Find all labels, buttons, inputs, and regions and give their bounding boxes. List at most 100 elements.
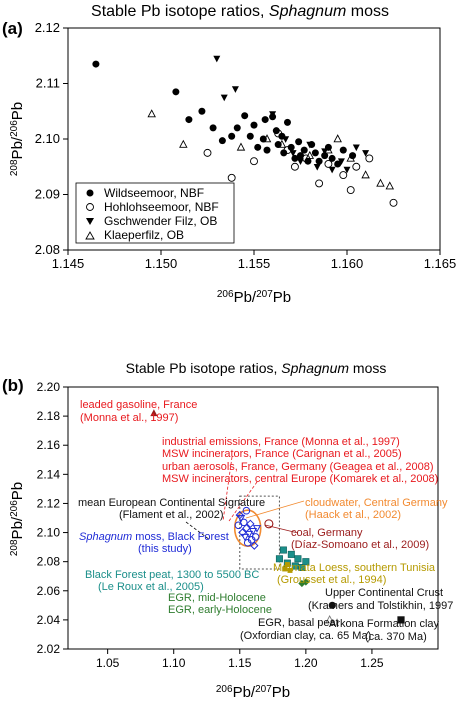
matmata-point-1 — [287, 567, 293, 573]
x-tick-label-4: 1.165 — [424, 256, 457, 271]
a-point-s1-10 — [346, 186, 355, 195]
a-point-s1-8 — [324, 160, 333, 168]
b-egr-early-holocene-marker — [302, 578, 310, 586]
x-tick-label-3: 1.20 — [294, 656, 318, 670]
panel-b-y-ticks: 2.02 2.04 2.06 2.08 2.10 2.12 2.14 2.16 2.18 2.20 — [37, 380, 68, 656]
legend-label-klaeperfilz: Klaeperfilz, OB — [104, 228, 184, 242]
a-point-s2-13 — [352, 144, 360, 152]
leader-lines — [185, 456, 320, 624]
y-tick-label-0: 2.02 — [37, 642, 61, 656]
leader-industrial-2 — [228, 481, 258, 522]
panel-a-legend: Wildseemoor, NBF Hohlohseemoor, NBF Gsch… — [75, 182, 235, 244]
legend-marker-wildseemoor — [86, 189, 94, 197]
legend-label-wildseemoor: Wildseemoor, NBF — [104, 186, 204, 200]
matmata-point-2 — [282, 566, 288, 572]
y-tick-label-1: 2.04 — [37, 613, 61, 627]
x-tick-label-0: 1.145 — [52, 256, 85, 271]
label-sphagnum: Sphagnum moss, Black Forest (this study) — [79, 531, 229, 555]
a-point-s3-6 — [324, 145, 333, 154]
leader-mecs — [185, 521, 211, 541]
a-point-s0-19 — [280, 149, 288, 157]
a-point-s0-5 — [218, 137, 226, 145]
panel-b-title: Stable Pb isotope ratios, Sphagnum moss — [126, 360, 387, 376]
x-tick-label-0: 1.05 — [96, 656, 120, 670]
legend-marker-gschwender — [86, 218, 94, 225]
a-point-s0-11 — [254, 143, 262, 151]
a-point-s3-2 — [236, 142, 246, 151]
leader-industrial-1 — [222, 456, 233, 522]
a-point-s0-24 — [297, 152, 304, 160]
a-point-s3-9 — [361, 170, 370, 179]
a-point-s1-9 — [339, 171, 348, 180]
bf-peat-point-6 — [298, 563, 306, 571]
x-tick-label-1: 1.150 — [145, 256, 178, 271]
label-mecs: mean European Continental Signature (Flam… — [78, 497, 265, 521]
sphagnum-point-14 — [235, 510, 244, 520]
label-cloudwater: cloudwater, Central Germany (Haack et al.… — [305, 497, 448, 521]
bf-peat-point-3 — [287, 550, 295, 558]
a-point-s3-7 — [333, 134, 342, 143]
legend-marker-hohlohseemoor — [86, 203, 94, 211]
a-point-s3-8 — [346, 153, 355, 162]
panel-b: (b) Stable Pb isotope ratios, Sphagnum m… — [2, 360, 453, 701]
label-black-forest-peat: Black Forest peat, 1300 to 5500 BC (Le Ro… — [85, 569, 259, 593]
panel-a-x-ticks: 1.145 1.150 1.155 1.160 1.165 — [52, 250, 457, 271]
mecs-dotted-box — [239, 495, 280, 570]
a-point-s0-22 — [291, 154, 299, 162]
a-point-s0-33 — [334, 160, 342, 168]
a-point-s2-5 — [289, 150, 297, 157]
a-point-s0-8 — [241, 112, 249, 120]
bf-peat-point-7 — [302, 558, 310, 566]
label-leaded-gasoline: leaded gasoline, France (Monna et al., 19… — [80, 399, 197, 424]
a-point-s0-1 — [172, 88, 180, 96]
a-point-s0-20 — [283, 118, 291, 126]
b-egr-basal-peat-marker — [325, 614, 334, 624]
sphagnum-point-15 — [242, 506, 251, 515]
leader-cloudwater — [245, 500, 305, 519]
x-tick-label-1: 1.10 — [162, 656, 186, 670]
panel-a-x-axis-label: 206Pb/207Pb — [217, 289, 291, 307]
bf-peat-point-1 — [279, 546, 287, 554]
legend-marker-klaeperfilz — [85, 231, 95, 240]
a-point-s3-5 — [305, 150, 315, 159]
y-tick-label-4: 2.10 — [37, 526, 61, 540]
y-tick-label-2: 2.06 — [37, 584, 61, 598]
a-point-s3-1 — [179, 139, 188, 148]
y-tick-label-8: 2.18 — [37, 409, 61, 423]
sphagnum-point-11 — [250, 541, 259, 550]
a-point-s2-4 — [282, 136, 290, 143]
a-point-s1-2 — [250, 157, 258, 166]
a-point-s1-3 — [274, 129, 283, 138]
a-point-s3-11 — [385, 181, 395, 190]
b-arkona-formation-marker — [397, 616, 405, 624]
label-arkona-formation: Arkona Formation clay (ca. 370 Ma) — [329, 618, 440, 643]
a-point-s0-30 — [321, 152, 329, 160]
sphagnum-point-13 — [252, 525, 262, 533]
bf-peat-point-5 — [294, 555, 302, 563]
x-tick-label-2: 1.15 — [228, 656, 252, 670]
label-upper-continental-crust: Upper Continental Crust (Kramers and Tols… — [308, 587, 453, 612]
a-point-s0-29 — [315, 157, 323, 165]
matmata-point-0 — [284, 562, 290, 568]
a-point-s0-34 — [339, 146, 347, 154]
panel-a-y-ticks: 2.08 2.09 2.10 2.11 2.12 — [35, 20, 68, 257]
panel-a: (a) Stable Pb isotope ratios, Sphagnum m… — [2, 3, 456, 306]
b-leaded-gasoline-marker — [150, 409, 158, 417]
x-tick-label-3: 1.160 — [331, 256, 364, 271]
label-egr-early-holocene: EGR, early-Holocene — [168, 604, 272, 616]
panel-b-x-ticks: 1.05 1.10 1.15 1.20 1.25 — [96, 649, 384, 670]
a-point-s0-17 — [274, 141, 282, 149]
a-point-s1-0 — [203, 148, 212, 157]
sphagnum-point-3 — [239, 518, 248, 527]
label-industrial-emissions: industrial emissions, France (Monna et a… — [162, 436, 438, 485]
a-point-s2-12 — [343, 166, 351, 174]
sphagnum-point-4 — [240, 533, 250, 542]
label-egr-mid-holocene: EGR, mid-Holocene — [168, 592, 266, 604]
a-point-s0-14 — [263, 146, 271, 154]
a-point-s0-12 — [259, 135, 267, 143]
a-point-s2-2 — [231, 86, 239, 93]
x-tick-label-2: 1.155 — [238, 256, 271, 271]
a-point-s2-3 — [269, 111, 277, 118]
a-point-s0-13 — [261, 116, 269, 124]
panel-b-label: (b) — [2, 376, 24, 395]
